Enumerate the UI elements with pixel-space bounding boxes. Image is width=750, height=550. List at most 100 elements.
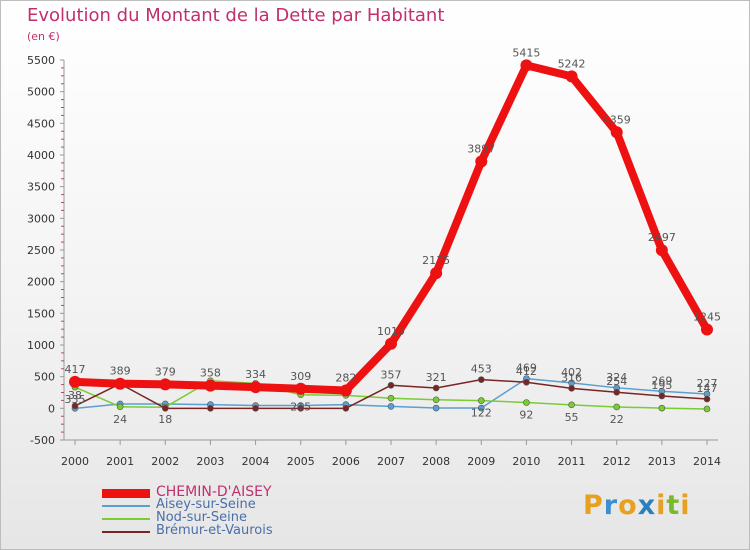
- data-label: 38: [68, 389, 82, 402]
- data-label: 269: [651, 374, 672, 387]
- data-point: [339, 384, 352, 397]
- data-point: [116, 403, 124, 411]
- data-label: 357: [381, 368, 402, 381]
- y-tick-label: 5000: [27, 86, 55, 99]
- data-label: 453: [471, 363, 492, 376]
- y-tick-label: 500: [34, 371, 55, 384]
- data-point: [477, 404, 485, 412]
- data-label: 309: [290, 370, 311, 383]
- data-point: [523, 378, 530, 386]
- data-point: [432, 396, 440, 404]
- y-tick-label: 3500: [27, 181, 55, 194]
- data-point: [207, 405, 214, 412]
- data-point: [658, 404, 666, 412]
- unit-label: (en €): [27, 30, 60, 43]
- chart-title: Evolution du Montant de la Dette par Hab…: [27, 5, 445, 26]
- data-point: [703, 405, 711, 413]
- logo-letter: t: [666, 490, 681, 521]
- data-point: [658, 392, 666, 400]
- data-point: [114, 377, 127, 390]
- legend-swatch: [102, 489, 150, 498]
- data-label: 324: [606, 371, 627, 384]
- x-tick-label: 2001: [106, 455, 134, 468]
- data-point: [385, 337, 397, 350]
- logo-letter: P: [583, 490, 604, 521]
- data-label: 5415: [512, 46, 540, 59]
- data-point: [565, 70, 578, 83]
- data-label: 122: [471, 407, 492, 420]
- y-tick-label: 2500: [27, 244, 55, 257]
- data-point: [477, 376, 485, 383]
- x-tick-label: 2012: [603, 455, 631, 468]
- data-point: [387, 403, 395, 410]
- data-label: 22: [610, 413, 624, 426]
- legend-label: Brémur-et-Vaurois: [156, 523, 273, 538]
- legend-swatch: [102, 505, 150, 507]
- series-chemin-d-aisey: [69, 59, 713, 397]
- legend-label: CHEMIN-D'AISEY: [156, 484, 272, 500]
- data-label: 1019: [377, 325, 405, 338]
- data-label: 18: [158, 413, 172, 426]
- data-point: [294, 382, 307, 395]
- y-tick-label: -500: [30, 434, 55, 447]
- x-tick-label: 2008: [422, 455, 450, 468]
- x-tick-label: 2009: [467, 455, 495, 468]
- logo-letter: r: [603, 490, 619, 521]
- y-tick-label: 2000: [27, 276, 55, 289]
- legend-swatch: [102, 531, 150, 533]
- data-label: 2135: [422, 254, 450, 267]
- data-point: [252, 405, 259, 412]
- data-label: 92: [519, 409, 533, 422]
- data-point: [613, 388, 621, 396]
- x-tick-label: 2014: [693, 455, 721, 468]
- data-point: [71, 402, 79, 410]
- x-tick-label: 2011: [558, 455, 586, 468]
- data-label: 254: [606, 375, 627, 388]
- data-label: 402: [561, 366, 582, 379]
- x-tick-label: 2000: [61, 455, 89, 468]
- data-point: [249, 381, 262, 394]
- data-label: 412: [516, 365, 537, 378]
- data-point: [610, 126, 623, 139]
- x-tick-label: 2003: [196, 455, 224, 468]
- data-point: [430, 267, 443, 280]
- data-point: [69, 375, 81, 388]
- y-tick-label: 4500: [27, 117, 55, 130]
- legend-label: Nod-sur-Seine: [156, 510, 247, 525]
- data-label: 379: [155, 365, 176, 378]
- x-tick-label: 2006: [332, 455, 360, 468]
- y-tick-label: 4000: [27, 149, 55, 162]
- x-tick-label: 2010: [512, 455, 540, 468]
- data-label: 469: [516, 362, 537, 375]
- data-label: 316: [561, 371, 582, 384]
- data-point: [701, 323, 713, 336]
- y-tick-label: 5500: [27, 54, 55, 67]
- data-label: 5242: [558, 57, 586, 70]
- data-point: [297, 405, 305, 412]
- x-tick-label: 2005: [287, 455, 315, 468]
- x-tick-label: 2013: [648, 455, 676, 468]
- data-label: 335: [65, 393, 86, 406]
- y-tick-label: 0: [48, 402, 55, 415]
- data-point: [387, 394, 395, 402]
- data-point: [342, 405, 350, 412]
- data-label: 389: [110, 365, 131, 378]
- data-point: [161, 405, 169, 412]
- data-point: [703, 395, 711, 403]
- y-tick-label: 1000: [27, 339, 55, 352]
- data-point: [204, 379, 217, 392]
- data-label: 24: [113, 413, 127, 426]
- data-label: 215: [290, 401, 311, 414]
- data-point: [568, 401, 575, 409]
- data-label: 4359: [603, 113, 631, 126]
- data-point: [475, 155, 488, 168]
- logo-letter: i: [680, 490, 691, 521]
- data-label: 321: [426, 371, 447, 384]
- data-label: 195: [651, 379, 672, 392]
- data-point: [432, 384, 440, 392]
- logo-letter: i: [656, 490, 667, 521]
- data-point: [523, 399, 530, 406]
- x-tick-label: 2004: [242, 455, 270, 468]
- data-point: [613, 403, 621, 411]
